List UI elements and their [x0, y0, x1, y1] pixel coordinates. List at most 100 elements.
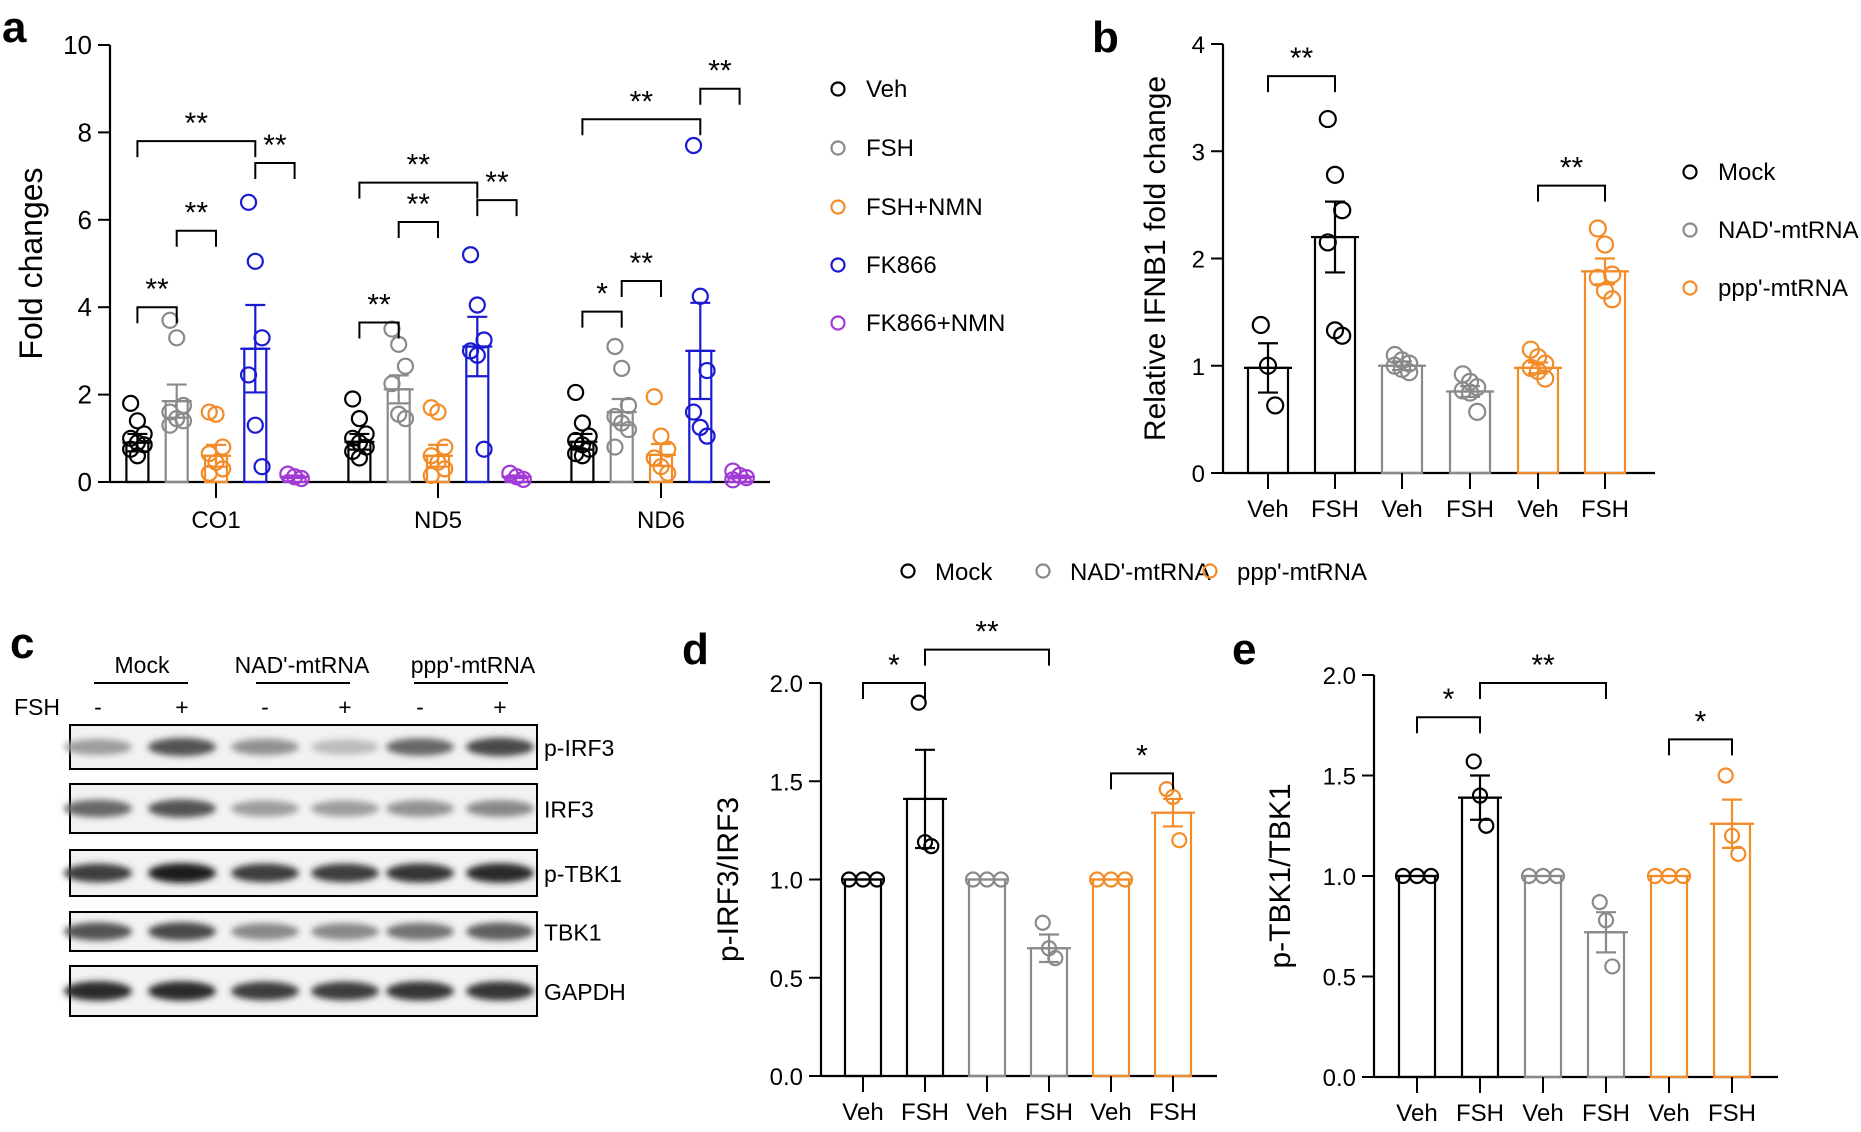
blot-band: [466, 981, 534, 1001]
legend-label: Mock: [935, 559, 993, 586]
y-tick-label: 6: [78, 205, 92, 235]
panel-label-d: d: [682, 625, 709, 674]
y-tick-label: 0: [78, 467, 92, 497]
y-axis-label: p-TBK1/TBK1: [1264, 783, 1297, 968]
legend-label: FK866+NMN: [866, 310, 1005, 337]
data-point: [161, 416, 179, 434]
significance-label: **: [185, 197, 209, 230]
blot-band: [311, 800, 379, 817]
data-point: [1266, 396, 1285, 415]
y-tick-label: 2: [1192, 247, 1205, 274]
significance-bracket: [1479, 682, 1607, 700]
significance-label: **: [630, 247, 654, 280]
data-point: [1333, 201, 1352, 220]
blot-band: [386, 800, 454, 817]
blot-band: [64, 863, 132, 883]
data-point: [1318, 109, 1337, 129]
y-axis-label: Fold changes: [13, 167, 49, 359]
data-point: [613, 359, 631, 377]
data-point: [344, 390, 362, 408]
x-tick-label: FSH: [1582, 1100, 1630, 1127]
data-point: [350, 410, 368, 428]
x-tick-label: Veh: [1247, 496, 1288, 523]
data-point: [239, 366, 258, 384]
data-point: [122, 394, 140, 412]
data-point: [246, 416, 264, 434]
data-point: [910, 694, 927, 711]
data-point: [396, 357, 415, 375]
data-point: [698, 427, 716, 445]
significance-bracket: [1110, 772, 1174, 790]
panel-label-c: c: [10, 619, 34, 668]
blot-band: [148, 737, 216, 757]
blot-lane-sign: +: [338, 694, 351, 720]
data-point: [1034, 914, 1051, 931]
y-tick-label: 4: [78, 292, 92, 322]
data-point: [214, 438, 232, 456]
legend-label: ppp'-mtRNA: [1718, 275, 1848, 302]
blot-band: [64, 922, 132, 941]
data-point: [1164, 788, 1182, 806]
legend-marker: [900, 563, 916, 579]
data-point: [659, 440, 677, 458]
x-tick-label: Veh: [1381, 496, 1422, 523]
bar-fsh: [1448, 390, 1492, 475]
data-point: [461, 246, 480, 264]
data-point: [652, 427, 670, 445]
blot-band: [466, 737, 534, 757]
x-tick-label: FSH: [1456, 1100, 1504, 1127]
data-point: [292, 469, 310, 488]
data-point: [468, 346, 486, 364]
panel-c-western-blot: Mock NAD'-mtRNA ppp'-mtRNA FSH - + - + - + p-IRF3 I…: [14, 652, 626, 1017]
data-point: [286, 468, 304, 486]
significance-bracket: [476, 199, 518, 217]
y-tick-label: 0.0: [1323, 1065, 1356, 1092]
legend-marker: [830, 140, 846, 156]
bar-veh: [1380, 364, 1424, 475]
x-tick-label: Veh: [1396, 1100, 1437, 1127]
data-point: [573, 447, 592, 465]
data-point: [396, 410, 415, 428]
data-point: [128, 447, 146, 465]
blot-band: [386, 738, 454, 756]
significance-bracket: [1537, 184, 1606, 202]
significance-bracket: [358, 181, 479, 199]
data-point: [1171, 832, 1188, 849]
data-point: [436, 460, 454, 478]
significance-label: *: [596, 278, 608, 311]
significance-label: *: [888, 649, 900, 682]
data-point: [1422, 867, 1440, 885]
data-point: [1258, 356, 1278, 375]
blot-band-label: p-IRF3: [544, 735, 614, 761]
data-point: [1116, 871, 1134, 888]
blot-band: [231, 738, 299, 756]
x-tick-label: FSH: [901, 1099, 949, 1126]
y-tick-label: 4: [1192, 32, 1205, 59]
blot-band: [231, 981, 299, 1001]
blot-band-label: p-TBK1: [544, 861, 622, 887]
x-tick-label: Veh: [1517, 496, 1558, 523]
data-point: [691, 287, 709, 305]
blot-band: [386, 863, 454, 883]
data-point: [645, 388, 663, 406]
data-point: [1478, 817, 1495, 834]
data-point: [619, 396, 638, 415]
blot-strip-p-irf3: [69, 724, 538, 770]
blot-band: [311, 863, 379, 883]
data-point: [239, 193, 258, 211]
data-point: [1318, 233, 1337, 252]
significance-bracket: [1668, 738, 1733, 756]
legend-marker: [1682, 280, 1698, 296]
legend-label: FSH: [866, 135, 914, 162]
blot-band: [311, 981, 379, 1001]
y-tick-label: 2: [78, 380, 92, 410]
data-point: [1400, 363, 1419, 382]
y-tick-label: 2.0: [770, 671, 803, 698]
legend-marker: [830, 257, 846, 273]
data-point: [207, 405, 225, 423]
significance-label: *: [1695, 705, 1707, 738]
data-point: [514, 470, 532, 488]
significance-label: **: [1560, 152, 1584, 185]
significance-label: **: [185, 107, 209, 140]
y-tick-label: 8: [78, 117, 92, 147]
